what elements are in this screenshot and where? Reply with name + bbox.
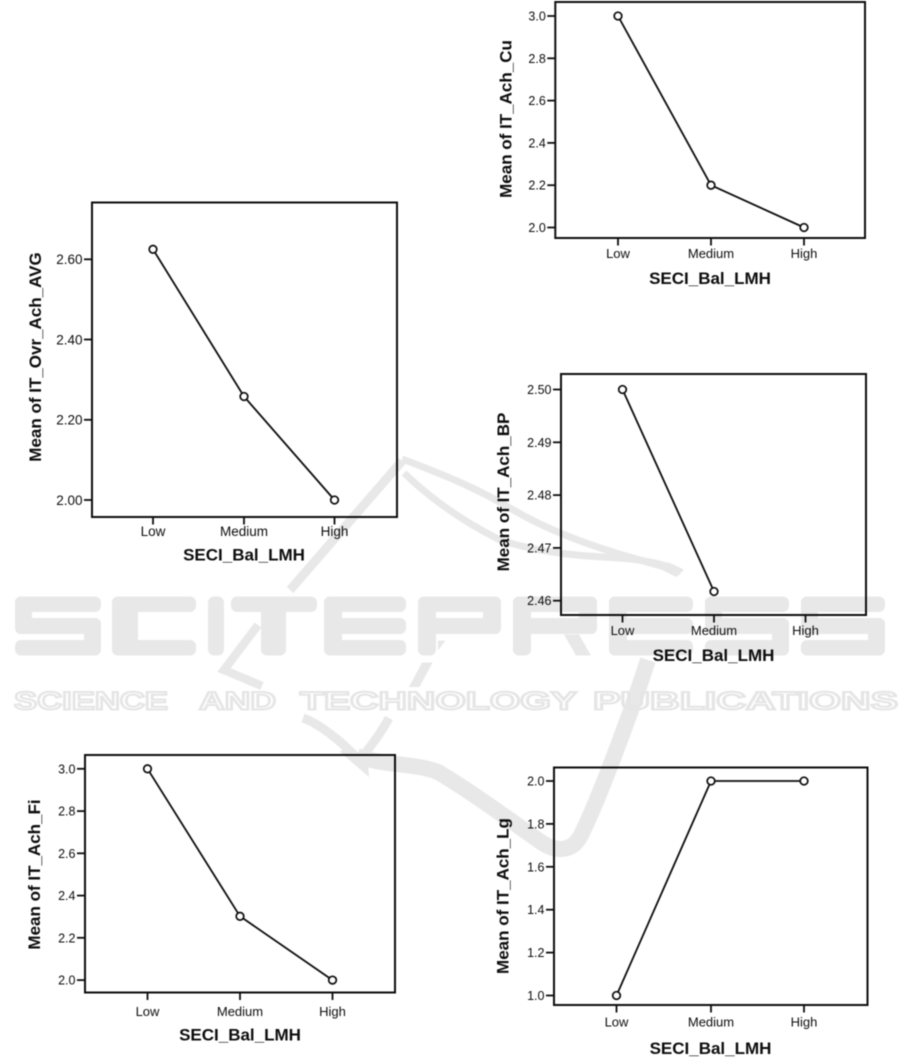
svg-text:SECI_Bal_LMH: SECI_Bal_LMH [650, 1039, 772, 1058]
svg-text:3.0: 3.0 [58, 762, 75, 776]
svg-text:2.49: 2.49 [527, 436, 551, 450]
svg-text:SCIENCE: SCIENCE [14, 688, 168, 716]
svg-text:PUBLICATIONS: PUBLICATIONS [593, 688, 898, 716]
svg-text:Mean of IT_Ach_Cu: Mean of IT_Ach_Cu [497, 40, 516, 198]
svg-text:1.0: 1.0 [527, 989, 544, 1003]
svg-text:2.2: 2.2 [58, 931, 75, 945]
svg-text:2.0: 2.0 [527, 775, 544, 789]
svg-text:1.6: 1.6 [527, 860, 544, 874]
svg-text:Mean of IT_Ach_BP: Mean of IT_Ach_BP [494, 413, 513, 572]
svg-text:High: High [791, 246, 818, 261]
svg-text:SECI_Bal_LMH: SECI_Bal_LMH [649, 269, 771, 288]
svg-text:High: High [791, 1015, 818, 1030]
svg-text:2.46: 2.46 [527, 594, 551, 608]
svg-text:2.20: 2.20 [56, 413, 82, 428]
svg-text:2.8: 2.8 [58, 805, 75, 819]
svg-text:Low: Low [605, 1015, 629, 1030]
svg-text:Mean of IT_Ach_Lg: Mean of IT_Ach_Lg [494, 818, 513, 974]
svg-text:2.60: 2.60 [56, 252, 82, 267]
svg-text:2.50: 2.50 [527, 383, 551, 397]
svg-text:2.40: 2.40 [56, 332, 82, 347]
svg-text:Low: Low [611, 623, 635, 638]
svg-text:SECI_Bal_LMH: SECI_Bal_LMH [183, 546, 305, 565]
svg-text:TECHNOLOGY: TECHNOLOGY [300, 688, 577, 716]
svg-text:2.8: 2.8 [528, 52, 545, 66]
svg-text:Medium: Medium [691, 623, 737, 638]
svg-text:High: High [792, 623, 819, 638]
svg-text:2.48: 2.48 [527, 489, 551, 503]
svg-text:High: High [319, 1004, 346, 1019]
svg-text:3.0: 3.0 [528, 10, 545, 24]
svg-text:High: High [321, 524, 349, 539]
svg-text:2.4: 2.4 [58, 889, 75, 903]
svg-text:Mean of IT_Ach_Fi: Mean of IT_Ach_Fi [25, 799, 44, 949]
svg-text:1.8: 1.8 [527, 817, 544, 831]
svg-text:SECI_Bal_LMH: SECI_Bal_LMH [179, 1026, 301, 1045]
svg-text:Medium: Medium [688, 246, 734, 261]
svg-text:2.6: 2.6 [58, 847, 75, 861]
svg-text:Medium: Medium [217, 1004, 263, 1019]
svg-text:2.00: 2.00 [56, 493, 82, 508]
svg-text:Mean of IT_Ovr_Ach_AVG: Mean of IT_Ovr_Ach_AVG [26, 252, 45, 461]
svg-text:Low: Low [606, 246, 630, 261]
svg-text:Medium: Medium [688, 1015, 734, 1030]
svg-text:Medium: Medium [220, 524, 268, 539]
svg-text:2.47: 2.47 [527, 541, 551, 555]
svg-text:2.6: 2.6 [528, 94, 545, 108]
svg-text:2.0: 2.0 [58, 974, 75, 988]
svg-text:AND: AND [199, 688, 276, 716]
svg-text:2.2: 2.2 [528, 179, 545, 193]
svg-text:Low: Low [136, 1004, 160, 1019]
svg-text:2.0: 2.0 [528, 221, 545, 235]
svg-text:2.4: 2.4 [528, 136, 545, 150]
svg-text:1.2: 1.2 [527, 946, 544, 960]
svg-text:SECI_Bal_LMH: SECI_Bal_LMH [653, 646, 775, 665]
svg-text:1.4: 1.4 [527, 903, 544, 917]
svg-text:Low: Low [141, 524, 166, 539]
